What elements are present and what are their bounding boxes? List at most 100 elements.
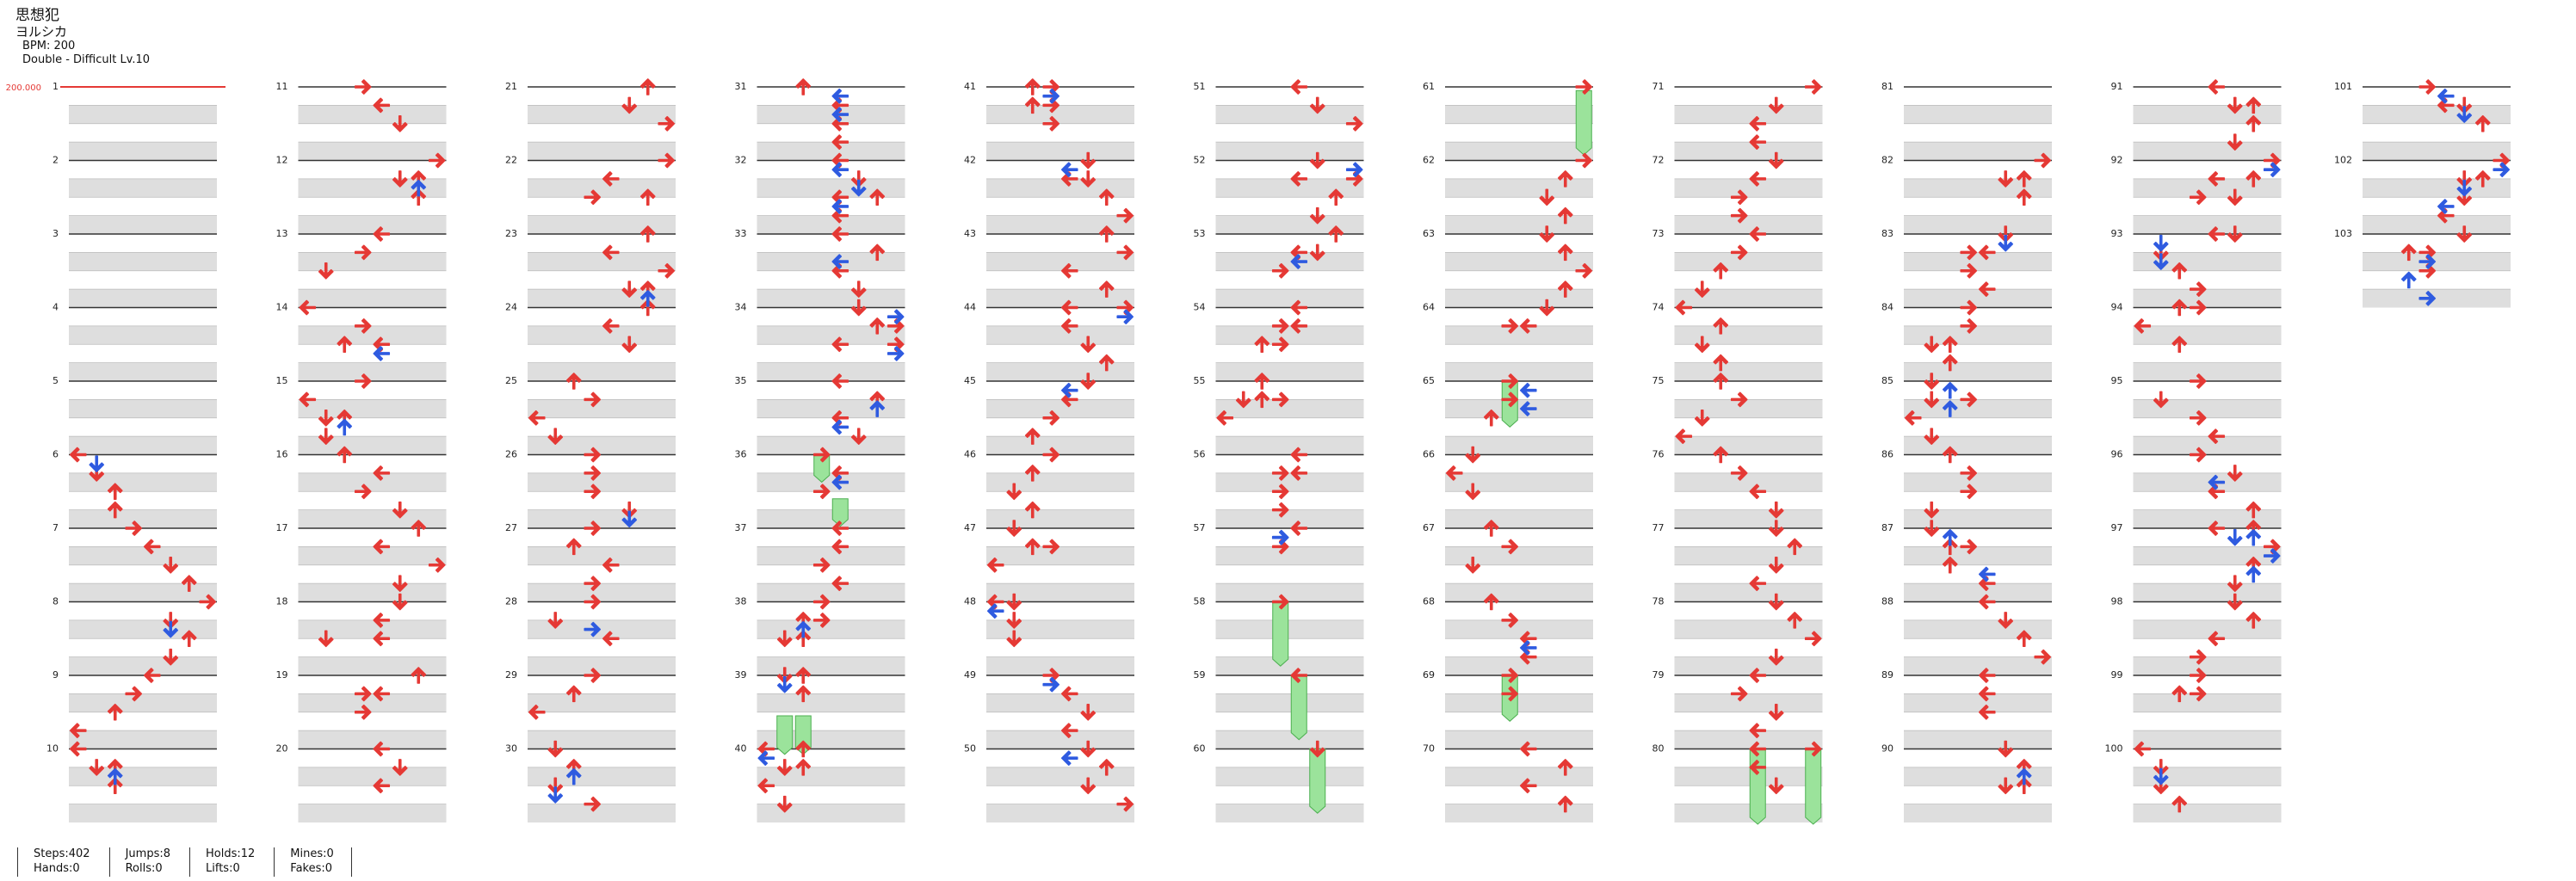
step-arrow <box>795 667 812 684</box>
beat-stripe <box>2363 252 2511 271</box>
beat-stripe <box>757 178 905 198</box>
measure-number: 26 <box>505 449 517 460</box>
measure-number: 32 <box>735 155 747 166</box>
step-arrow <box>2456 96 2473 114</box>
beat-stripe <box>1215 289 1364 308</box>
step-arrow <box>1060 171 1078 187</box>
step-arrow <box>1942 556 1958 574</box>
step-arrow <box>639 188 656 206</box>
step-arrow <box>1768 501 1784 519</box>
step-arrow <box>2474 170 2491 188</box>
beat-stripe <box>1215 656 1364 675</box>
step-arrow <box>831 207 849 224</box>
step-arrow <box>2189 299 2207 316</box>
step-arrow <box>1098 280 1115 298</box>
step-arrow <box>1998 234 2014 252</box>
step-arrow <box>1749 576 1767 591</box>
beat-stripe <box>2133 619 2282 639</box>
step-arrow <box>831 262 849 279</box>
beat-stripe <box>986 656 1134 675</box>
step-arrow <box>1006 612 1022 629</box>
beat-stripe <box>757 399 905 418</box>
beat-stripe <box>2363 289 2511 308</box>
step-arrow <box>107 501 123 519</box>
beat-stripe <box>2133 252 2282 271</box>
beat-stripe <box>757 619 905 639</box>
beat-stripe <box>69 105 217 124</box>
beat-stripe <box>1445 252 1593 271</box>
step-arrow <box>2189 373 2207 389</box>
step-arrow <box>2418 262 2437 279</box>
step-arrow <box>373 226 391 242</box>
step-arrow <box>869 188 886 206</box>
beat-stripe <box>69 546 217 565</box>
step-arrow <box>1060 391 1078 408</box>
measure-number: 54 <box>1194 302 1206 313</box>
step-arrow <box>2208 171 2226 187</box>
step-arrow <box>584 484 602 500</box>
step-arrow <box>1557 280 1573 298</box>
beat-stripe <box>1674 804 1823 822</box>
measure-number: 75 <box>1652 375 1665 386</box>
beat-stripe <box>528 215 676 234</box>
step-arrow <box>2171 336 2188 354</box>
step-arrow <box>2016 777 2032 795</box>
hold-note <box>1309 749 1326 814</box>
step-arrow <box>850 179 867 197</box>
step-arrow <box>795 620 812 638</box>
step-arrow <box>337 418 353 436</box>
step-arrow <box>1539 299 1555 317</box>
step-arrow <box>107 777 123 795</box>
beat-stripe <box>1904 546 2052 565</box>
beat-stripe <box>986 767 1134 786</box>
beat-stripe <box>2133 472 2282 492</box>
beat-stripe <box>69 730 217 749</box>
step-arrow <box>850 299 867 317</box>
step-arrow <box>1501 686 1519 702</box>
step-arrow <box>757 741 775 757</box>
beat-stripe <box>1215 252 1364 271</box>
step-arrow <box>1254 336 1270 354</box>
beat-stripe <box>1674 509 1823 528</box>
measure-number: 71 <box>1652 81 1665 92</box>
measure-number: 73 <box>1652 228 1665 239</box>
beat-stripe <box>2133 436 2282 455</box>
measure-number: 100 <box>2105 743 2123 755</box>
step-arrow <box>2189 447 2207 463</box>
step-arrow <box>757 778 775 794</box>
step-arrow <box>1713 446 1729 464</box>
step-arrow <box>1080 373 1096 390</box>
beat-stripe <box>298 142 447 161</box>
beat-stripe <box>2133 767 2282 786</box>
beat-stripe <box>1904 325 2052 345</box>
step-arrow <box>621 510 638 528</box>
step-arrow <box>1675 428 1693 444</box>
step-arrow <box>2153 234 2169 252</box>
beat-stripe <box>69 509 217 528</box>
step-arrow <box>373 686 391 702</box>
step-arrow <box>547 786 564 804</box>
step-arrow <box>547 612 564 629</box>
step-arrow <box>1575 262 1593 279</box>
beat-stripe <box>986 509 1134 528</box>
measure-number: 31 <box>735 81 747 92</box>
beat-stripe <box>1904 399 2052 418</box>
beat-stripe <box>757 767 905 786</box>
beat-stripe <box>986 142 1134 161</box>
step-arrow <box>795 759 812 776</box>
step-arrow <box>2227 593 2243 611</box>
step-arrow <box>2418 79 2437 95</box>
step-arrow <box>2134 741 2152 757</box>
measure-number: 40 <box>735 743 747 755</box>
step-arrow <box>354 484 372 500</box>
step-arrow <box>1116 207 1134 224</box>
step-arrow <box>602 244 620 261</box>
measure-number: 22 <box>505 155 517 166</box>
step-arrow <box>1960 391 1978 408</box>
beat-stripe <box>69 252 217 271</box>
step-arrow <box>1768 556 1784 574</box>
beat-stripe <box>298 472 447 492</box>
measure-number: 30 <box>505 743 517 755</box>
step-arrow <box>2227 96 2243 114</box>
beat-stripe <box>1445 693 1593 712</box>
